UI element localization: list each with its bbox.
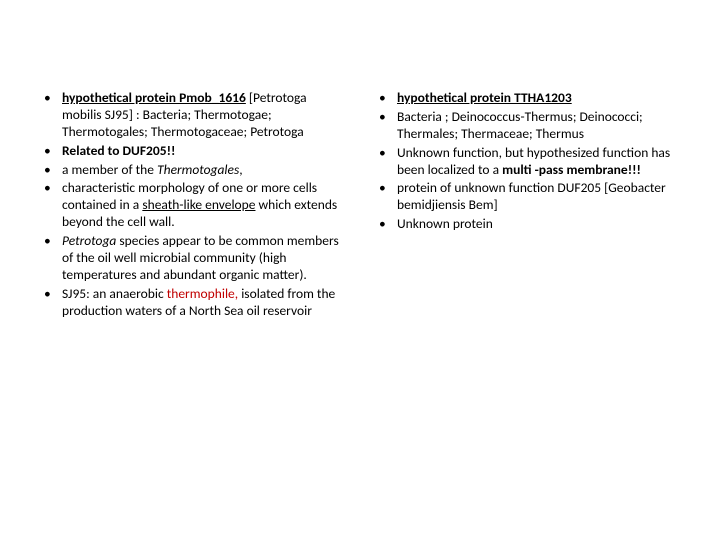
right-column: hypothetical protein TTHA1203 Bacteria ; … — [375, 90, 680, 500]
right-item: Bacteria ; Deinococcus-Thermus; Deinococ… — [375, 109, 680, 143]
left-item: SJ95: an anaerobic thermophile, isolated… — [40, 286, 345, 320]
left-item: Petrotoga species appear to be common me… — [40, 233, 345, 284]
left-text-segment: Petrotoga — [62, 232, 116, 249]
slide: hypothetical protein Pmob_1616 [Petrotog… — [0, 0, 720, 540]
right-item: Unknown function, but hypothesized funct… — [375, 145, 680, 179]
left-text-segment: hypothetical protein Pmob_1616 — [62, 89, 246, 106]
right-item: Unknown protein — [375, 216, 680, 233]
left-text-segment: Related to DUF205!! — [62, 142, 175, 159]
right-text-segment: Unknown protein — [397, 215, 493, 232]
left-text-segment: SJ95: an anaerobic — [62, 285, 167, 302]
left-text-segment: thermophile, — [167, 285, 238, 302]
right-item: protein of unknown function DUF205 [Geob… — [375, 180, 680, 214]
left-item: hypothetical protein Pmob_1616 [Petrotog… — [40, 90, 345, 141]
left-text-segment: , — [239, 161, 242, 178]
left-text-segment: Thermotogales — [157, 161, 239, 178]
left-item: a member of the Thermotogales, — [40, 162, 345, 179]
right-item: hypothetical protein TTHA1203 — [375, 90, 680, 107]
left-text-segment: a member of the — [62, 161, 157, 178]
right-text-segment: protein of unknown function DUF205 [Geob… — [397, 179, 666, 213]
left-item: Related to DUF205!! — [40, 143, 345, 160]
right-text-segment: multi -pass membrane!!! — [499, 161, 641, 178]
right-list: hypothetical protein TTHA1203 Bacteria ; … — [375, 90, 680, 233]
right-text-segment: hypothetical protein TTHA1203 — [397, 89, 572, 106]
left-list: hypothetical protein Pmob_1616 [Petrotog… — [40, 90, 345, 319]
left-item: characteristic morphology of one or more… — [40, 180, 345, 231]
left-text-segment: sheath-like envelope — [142, 196, 255, 213]
left-column: hypothetical protein Pmob_1616 [Petrotog… — [40, 90, 345, 500]
right-text-segment: Bacteria ; Deinococcus-Thermus; Deinococ… — [397, 108, 643, 142]
